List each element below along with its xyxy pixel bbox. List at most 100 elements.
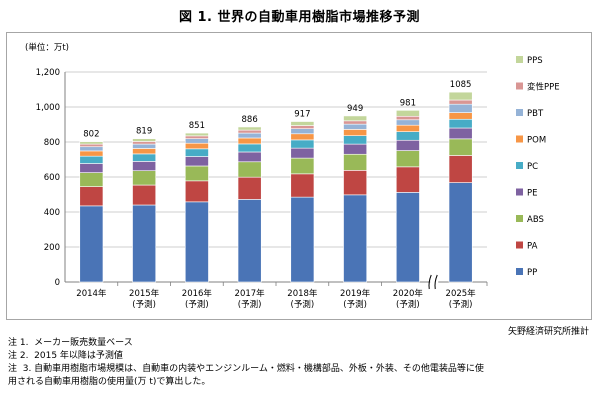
bar-segment	[343, 135, 368, 145]
bar-segment	[343, 194, 368, 283]
bar-segment	[184, 156, 209, 167]
bar-segment	[448, 182, 473, 283]
legend-swatch	[516, 215, 523, 222]
bar-segment	[290, 128, 315, 135]
bar-segment	[290, 125, 315, 130]
y-tick-label: 600	[44, 173, 60, 183]
bar-segment	[448, 155, 473, 183]
legend-label: ABS	[527, 215, 544, 225]
axis-break-mark	[428, 274, 432, 290]
bar-segment	[290, 173, 315, 198]
legend-swatch	[516, 135, 523, 143]
total-label: 949	[347, 104, 363, 114]
legend-swatch	[516, 268, 523, 275]
legend-swatch	[516, 109, 523, 116]
legend-label: PP	[527, 268, 537, 278]
bar-segment	[448, 127, 473, 140]
total-label: 917	[294, 110, 310, 120]
bar-segment	[132, 153, 157, 162]
legend-label: PBT	[527, 109, 544, 119]
bar-segment	[237, 176, 262, 200]
bar-segment	[343, 143, 368, 155]
bar-segment	[237, 132, 262, 139]
bar-segment	[290, 147, 315, 159]
chart-title: 図 1. 世界の自動車用樹脂市場推移予測	[178, 10, 421, 25]
bar-segment	[290, 139, 315, 149]
x-tick-label: (予測)	[343, 299, 367, 310]
bar-segment	[343, 153, 368, 171]
x-tick-label: (予測)	[396, 299, 420, 310]
total-label: 851	[189, 121, 205, 131]
bar-segment	[395, 115, 420, 121]
bar-segment	[132, 170, 157, 186]
bar-segment	[237, 161, 262, 178]
legend-label: PA	[527, 242, 538, 252]
stacked-bar-chart: (単位：万t) 0 200 400 600 800 1,000 1,200 802 2014年 81…	[25, 42, 560, 310]
bar-segment	[184, 138, 209, 144]
note-2: 注 2. 2015 年以降は予測値	[8, 351, 123, 361]
legend-swatch	[516, 82, 523, 90]
x-tick-label: 2016年	[182, 288, 213, 299]
legend-label: PPS	[527, 56, 543, 66]
bar-segment	[395, 124, 420, 132]
notes: 注 1. メーカー販売数量ベース 注 2. 2015 年以降は予測値 注 3. …	[8, 337, 593, 389]
bar-segment	[343, 115, 368, 122]
x-tick-label: 2020年	[393, 288, 424, 299]
bar-segment	[395, 192, 420, 283]
bar-segment	[79, 172, 104, 187]
bar-segment	[79, 205, 104, 283]
bar-segment	[290, 157, 315, 175]
x-tick-label: 2017年	[235, 288, 266, 299]
bar-segment	[184, 132, 209, 137]
bar-segment	[184, 201, 209, 283]
bar-segment	[395, 131, 420, 141]
bar-segment	[448, 99, 473, 105]
note-3: 注 3. 自動車用樹脂市場規模は、自動車の内装やエンジンルーム・燃料・機構部品、…	[8, 364, 484, 374]
legend-swatch	[516, 56, 523, 63]
bar-segment	[132, 148, 157, 155]
total-label: 819	[136, 127, 152, 137]
bar-segment	[290, 133, 315, 141]
x-tick-label: 2018年	[287, 288, 318, 299]
legend-swatch	[516, 162, 523, 169]
bar-segment	[79, 186, 104, 207]
bar-segment	[184, 135, 209, 139]
bar-segment	[79, 150, 104, 157]
y-tick-label: 1,000	[36, 103, 60, 113]
y-tick-label: 0	[55, 278, 60, 288]
bar-segment	[290, 121, 315, 126]
x-tick-label: (予測)	[291, 299, 315, 310]
x-tick-label: (予測)	[449, 299, 473, 310]
bar-segment	[79, 143, 104, 148]
bar-segment	[395, 166, 420, 193]
bar-segment	[184, 148, 209, 157]
axis-break-mask	[430, 274, 439, 290]
bar-segment	[448, 103, 473, 113]
source-credit: 矢野経済研究所推計	[507, 327, 589, 337]
total-label: 886	[242, 115, 258, 125]
legend-swatch	[516, 188, 523, 196]
bar-segment	[395, 119, 420, 126]
bar-segment	[343, 170, 368, 196]
x-tick-label: 2019年	[340, 288, 371, 299]
bar-segment	[132, 161, 157, 172]
bar-segment	[237, 126, 262, 131]
bar-segment	[343, 120, 368, 125]
bar-segment	[184, 142, 209, 150]
legend-label: 変性PPE	[527, 82, 560, 93]
bar-segment	[79, 155, 104, 164]
bar-segment	[237, 143, 262, 153]
bar-segment	[448, 112, 473, 120]
legend-label: PC	[527, 162, 538, 172]
y-tick-label: 200	[44, 243, 60, 253]
bar-segment	[448, 118, 473, 129]
x-tick-label: 2014年	[76, 288, 107, 299]
bar-segment	[237, 129, 262, 134]
bar-segment	[290, 196, 315, 283]
x-tick-label: 2025年	[446, 288, 477, 299]
legend-swatch	[516, 241, 523, 249]
bar-segment	[184, 180, 209, 203]
bar-segment	[79, 163, 104, 173]
bar-segment	[79, 141, 104, 145]
bar-segment	[237, 151, 262, 163]
